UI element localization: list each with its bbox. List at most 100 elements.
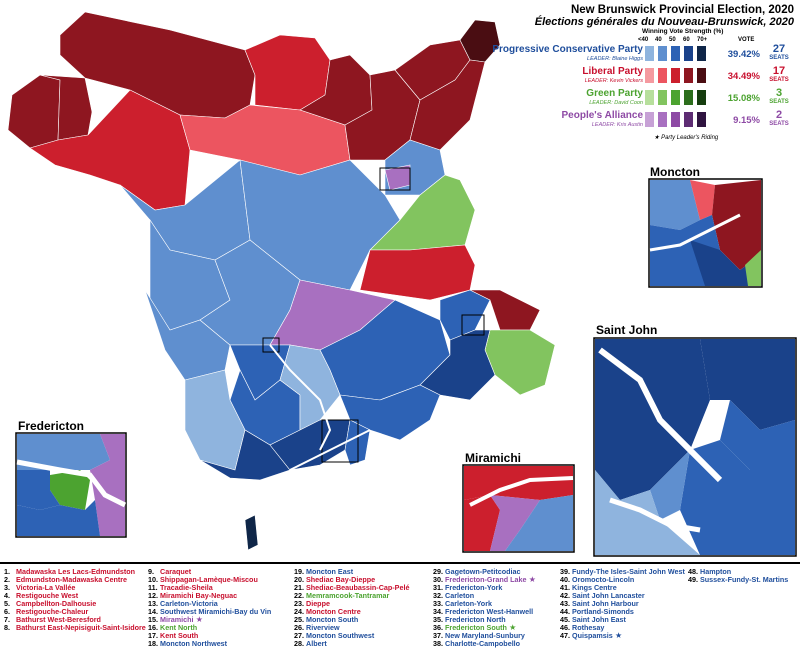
riding-name: Rothesay: [572, 623, 605, 633]
riding-22[interactable]: [484, 329, 556, 396]
riding-20-21[interactable]: [469, 289, 541, 331]
riding-list-item: 15. Miramichi ★: [148, 616, 271, 624]
riding-name: Carleton: [445, 591, 475, 601]
riding-name: Kent North: [160, 623, 198, 633]
riding-list-item: 28. Albert: [294, 640, 409, 648]
map-header: New Brunswick Provincial Election, 2020 …: [535, 4, 794, 28]
riding-name: Kings Centre: [572, 583, 617, 593]
riding-name: Southwest Miramichi-Bay du Vin: [160, 607, 272, 617]
riding-name: Carleton-York: [445, 599, 492, 609]
riding-list-item: 9. Caraquet: [148, 567, 271, 576]
riding-name: Moncton East: [306, 567, 354, 576]
riding-list-item: 42. Saint John Lancaster: [560, 592, 685, 600]
riding-list-item: 23. Dieppe: [294, 600, 409, 608]
riding-number: 6.: [4, 607, 10, 617]
saint-john-river: [269, 344, 332, 451]
inset-marker-saint-john[interactable]: [321, 419, 359, 463]
strength-tick: 60: [683, 37, 690, 43]
strength-tick: 40: [655, 37, 662, 43]
riding-name: Restigouche West: [16, 591, 79, 601]
strength-swatch: [696, 45, 707, 62]
fredericton-inset[interactable]: [15, 432, 127, 538]
riding-17[interactable]: [359, 244, 476, 301]
riding-number: 22.: [294, 591, 304, 601]
inset-marker-fredericton[interactable]: [262, 337, 280, 353]
riding-3[interactable]: [29, 89, 191, 211]
leader-star-icon: ★: [612, 631, 623, 641]
riding-32[interactable]: [144, 289, 231, 381]
strength-swatch: [696, 67, 707, 84]
riding-list-item: 46. Rothesay: [560, 624, 685, 632]
riding-1[interactable]: [7, 74, 61, 149]
riding-name: Quispamsis: [572, 631, 613, 641]
riding-number: 49.: [688, 575, 698, 585]
riding-5[interactable]: [244, 34, 331, 111]
riding-list-item: 44. Portland-Simonds: [560, 608, 685, 616]
riding-number: 4.: [4, 591, 10, 601]
party-name: People's Alliance: [561, 110, 643, 121]
riding-list-item: 5. Campbellton-Dalhousie: [4, 600, 146, 608]
riding-number: 8.: [4, 623, 10, 633]
party-leader: LEADER: Kevin Vickers: [584, 78, 643, 84]
vote-header: VOTE: [738, 37, 755, 43]
strength-swatch: [657, 111, 668, 128]
riding-28[interactable]: [419, 329, 496, 401]
strength-swatch: [644, 45, 655, 62]
riding-name: Edmundston-Madawaska Centre: [16, 575, 128, 585]
strength-swatch: [670, 67, 681, 84]
riding-name: Victoria-La Vallée: [16, 583, 76, 593]
riding-name: Caraquet: [160, 567, 192, 576]
riding-number: 10.: [148, 575, 158, 585]
party-leader: LEADER: Blaine Higgs: [587, 56, 643, 62]
riding-number: 7.: [4, 615, 10, 625]
riding-number: 46.: [560, 623, 570, 633]
moncton-inset[interactable]: [648, 178, 763, 288]
seat-label: SEATS: [769, 55, 789, 61]
party-vote: 9.15%: [733, 115, 760, 126]
fredericton-inset-title: Fredericton: [18, 419, 85, 433]
riding-name: Gagetown-Petitcodiac: [445, 567, 521, 576]
party-seats: 3 SEATS: [764, 88, 794, 106]
riding-number: 17.: [148, 631, 158, 641]
miramichi-inset[interactable]: [462, 464, 575, 553]
riding-number: 15.: [148, 615, 158, 625]
riding-name: Sussex-Fundy-St. Martins: [700, 575, 789, 585]
strength-tick: 50: [669, 37, 676, 43]
riding-number: 24.: [294, 607, 304, 617]
inset-marker-moncton[interactable]: [461, 314, 485, 336]
riding-name: Fundy-The Isles-Saint John West: [572, 567, 685, 576]
riding-list-item: 20. Shediac Bay-Dieppe: [294, 575, 409, 584]
riding-list-item: 17. Kent South: [148, 632, 271, 640]
strength-swatch: [657, 45, 668, 62]
party-row-liberal: Liberal Party LEADER: Kevin Vickers 34.4…: [520, 66, 795, 88]
riding-list-item: 16. Kent North: [148, 624, 271, 632]
riding-number: 19.: [294, 567, 304, 576]
seat-count: 2: [775, 109, 783, 121]
riding-number: 14.: [148, 607, 158, 617]
riding-list-item: 39. Fundy-The Isles-Saint John West: [560, 567, 685, 576]
strength-swatch: [683, 45, 694, 62]
riding-name: Oromocto-Lincoln: [572, 575, 635, 585]
riding-name: Moncton South: [306, 615, 359, 625]
strength-swatch: [670, 45, 681, 62]
riding-list-item: 10. Shippagan-Lamèque-Miscou: [148, 575, 271, 585]
party-seats: 27 SEATS: [764, 44, 794, 62]
riding-number: 21.: [294, 583, 304, 593]
riding-list-item: 43. Saint John Harbour: [560, 600, 685, 608]
saint-john-inset[interactable]: [593, 337, 797, 557]
seat-label: SEATS: [769, 77, 789, 83]
riding-list-item: 37. New Maryland-Sunbury: [433, 632, 536, 640]
riding-name: Shippagan-Lamèque-Miscou: [160, 575, 258, 585]
riding-list-item: 24. Moncton Centre: [294, 608, 409, 616]
star-icon: ★: [654, 135, 660, 141]
election-map: [7, 11, 797, 557]
riding-list-item: 13. Carleton-Victoria: [148, 600, 271, 608]
inset-marker-miramichi[interactable]: [379, 167, 411, 191]
riding-list-item: 49. Sussex-Fundy-St. Martins: [688, 575, 789, 585]
riding-name: Miramichi: [160, 615, 194, 625]
riding-list-item: 26. Riverview: [294, 624, 409, 632]
riding-name: Fredericton-Grand Lake: [445, 575, 527, 585]
riding-list-item: 33. Carleton-York: [433, 600, 536, 608]
riding-list-item: 3. Victoria-La Vallée: [4, 584, 146, 592]
riding-list-column: 19. Moncton East 20. Shediac Bay-Dieppe 21. S…: [294, 567, 409, 648]
